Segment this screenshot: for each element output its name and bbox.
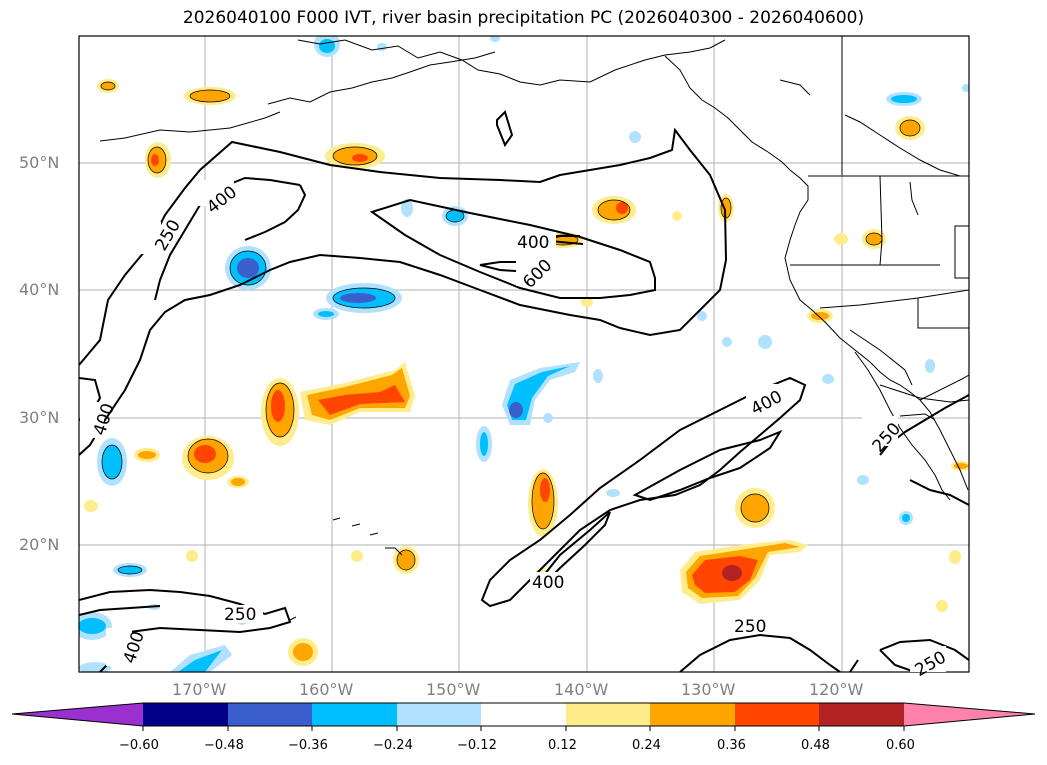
lon-label-120w: 120°W — [809, 680, 864, 699]
lat-label-40n: 40°N — [19, 280, 60, 299]
chart-title: 2026040100 F000 IVT, river basin precipi… — [182, 8, 865, 28]
lon-label-170w: 170°W — [172, 680, 227, 699]
colorbar-tick-label: −0.24 — [373, 738, 413, 753]
colorbar-tick-label: −0.48 — [204, 738, 244, 753]
contour-labels: 250 400 400 600 400 250 250 400 400 250 … — [80, 180, 950, 681]
colorbar-tick-label: −0.12 — [457, 738, 497, 753]
lat-label-50n: 50°N — [19, 153, 60, 172]
lat-label-20n: 20°N — [19, 535, 60, 554]
colorbar-tick-label: 0.60 — [886, 738, 915, 753]
colorbar-tick-label: 0.12 — [548, 738, 577, 753]
colorbar-tick-label: 0.36 — [717, 738, 746, 753]
coastlines — [99, 36, 969, 621]
colorbar-tick-label: 0.48 — [801, 738, 830, 753]
lon-label-160w: 160°W — [299, 680, 354, 699]
negative-anomaly-fills — [79, 36, 969, 672]
contour-label: 250 — [224, 605, 256, 625]
contour-label: 400 — [517, 233, 549, 253]
colorbar-tick-label: −0.36 — [288, 738, 328, 753]
colorbar-tick-label: 0.24 — [632, 738, 661, 753]
contour-label: 250 — [734, 617, 766, 637]
colorbar — [11, 702, 1036, 731]
plot-background — [79, 36, 969, 672]
plot-border — [78, 35, 970, 673]
lon-label-150w: 150°W — [426, 680, 481, 699]
lon-label-140w: 140°W — [554, 680, 609, 699]
lat-label-30n: 30°N — [19, 408, 60, 427]
contour-label: 400 — [532, 573, 564, 593]
lon-label-130w: 130°W — [681, 680, 736, 699]
colorbar-tick-label: −0.60 — [119, 738, 159, 753]
